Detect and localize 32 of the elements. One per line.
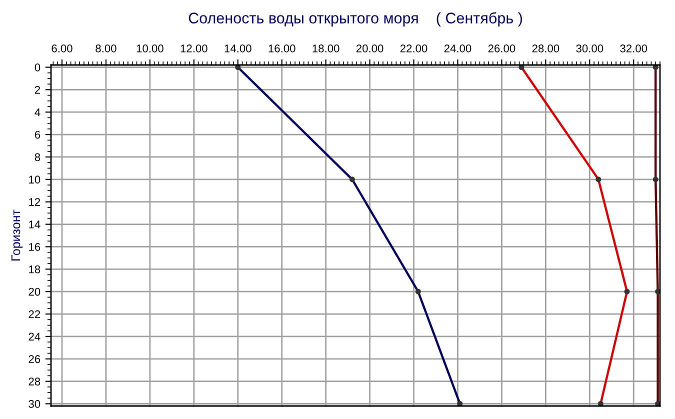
y-tick-label: 16 (29, 242, 40, 251)
y-tick-label: 8 (34, 153, 40, 162)
x-tick-label: 22.00 (400, 44, 428, 52)
y-tick-label: 4 (34, 108, 40, 116)
x-tick-label: 20.00 (356, 44, 384, 52)
x-tick-label: 26.00 (488, 44, 516, 52)
y-tick-label: 26 (28, 355, 40, 364)
y-tick-label: 20 (28, 288, 40, 296)
y-tick-label: 12 (29, 198, 40, 206)
x-tick-label: 12.00 (180, 44, 208, 52)
y-tick-label: 24 (28, 332, 40, 340)
x-tick-label: 18.00 (312, 44, 340, 52)
chart-title: Соленость воды открытого моря ( Сентябрь ) (188, 12, 522, 27)
y-tick-label: 18 (29, 265, 40, 274)
x-tick-label: 30.00 (576, 44, 604, 52)
x-tick-label: 14.00 (224, 44, 252, 52)
y-tick-label: 22 (28, 310, 40, 318)
y-tick-label: 10 (29, 176, 40, 184)
x-tick-label: 10.00 (136, 44, 164, 52)
y-axis-title: Горизонт (11, 210, 23, 260)
y-tick-label: 0 (34, 64, 40, 72)
y-tick-label: 30 (28, 400, 40, 408)
x-tick-label: 8.00 (96, 44, 116, 52)
x-tick-label: 6.00 (52, 44, 72, 52)
y-tick-label: 2 (34, 86, 40, 94)
y-tick-label: 28 (28, 378, 40, 386)
x-tick-label: 28.00 (532, 44, 560, 52)
x-tick-label: 16.00 (268, 44, 296, 52)
y-tick-label: 14 (29, 220, 40, 228)
x-tick-label: 32.00 (620, 44, 648, 52)
y-tick-label: 6 (34, 130, 40, 139)
x-tick-label: 24.00 (444, 44, 472, 52)
